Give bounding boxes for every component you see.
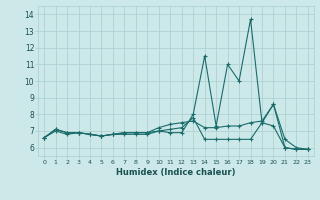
X-axis label: Humidex (Indice chaleur): Humidex (Indice chaleur)	[116, 168, 236, 177]
